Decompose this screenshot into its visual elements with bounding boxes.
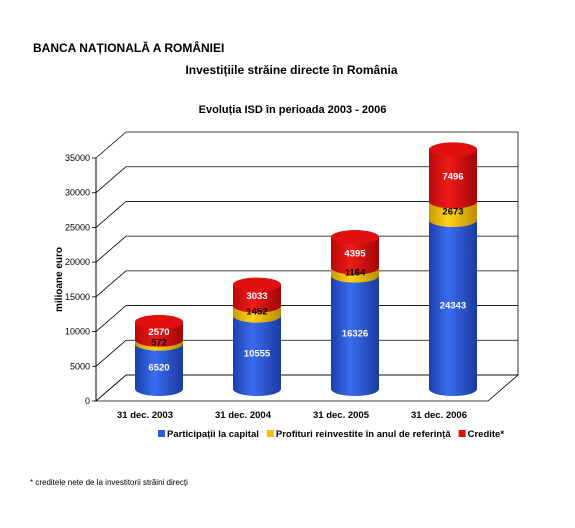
bar-segment xyxy=(429,201,477,227)
grid-depth-line xyxy=(95,131,127,159)
grid-depth-line xyxy=(95,166,127,194)
y-tick-label: 10000 xyxy=(65,327,90,337)
y-tick-label: 0 xyxy=(85,396,90,406)
grid-depth-line xyxy=(95,235,127,263)
bar-segment xyxy=(331,275,379,396)
y-tick-label: 20000 xyxy=(65,257,90,267)
legend-label: Participații la capital xyxy=(167,429,259,440)
legend-swatch xyxy=(458,430,466,437)
bar-cap xyxy=(233,277,281,292)
bar-body xyxy=(233,315,281,396)
x-tick-label: 31 dec. 2005 xyxy=(313,410,370,421)
data-label: 4395 xyxy=(344,248,366,259)
bank-name: BANCA NAȚIONALĂ A ROMÂNIEI xyxy=(33,41,225,55)
legend: Participații la capital Profituri reinves… xyxy=(158,429,504,440)
legend-label: Credite* xyxy=(468,429,505,440)
data-label: 10555 xyxy=(244,348,271,359)
bar-body xyxy=(135,343,183,396)
bar-segment xyxy=(429,142,477,209)
x-tick-label: 31 dec. 2004 xyxy=(215,410,272,421)
grid-depth-line xyxy=(95,270,127,298)
bar-body xyxy=(429,201,477,227)
data-label: 7496 xyxy=(442,171,463,182)
bar-cap xyxy=(331,230,379,245)
bar-body xyxy=(331,237,379,275)
y-tick-label: 35000 xyxy=(65,153,90,163)
data-label: 1164 xyxy=(345,268,366,279)
x-tick-label: 31 dec. 2006 xyxy=(411,410,467,421)
legend-swatch xyxy=(266,430,274,437)
legend-swatch xyxy=(158,430,165,437)
report-title: Investițiile străine directe în România xyxy=(185,63,398,77)
bar-body xyxy=(135,321,183,347)
grid-depth-line xyxy=(95,305,127,332)
data-label: 16326 xyxy=(342,328,368,339)
y-axis-label: milioane euro xyxy=(54,247,65,312)
bar-body xyxy=(233,284,281,313)
grid-depth-line xyxy=(95,339,127,367)
data-label: 2673 xyxy=(442,207,463,218)
bar-segment xyxy=(331,230,379,275)
bar-segment xyxy=(135,314,183,347)
chart-title: Evoluția ISD în perioada 2003 - 2006 xyxy=(198,104,387,116)
bar-segment xyxy=(233,315,281,396)
data-label: 3033 xyxy=(246,291,267,302)
grid-depth-line xyxy=(95,201,127,228)
y-tick-label: 30000 xyxy=(65,188,90,198)
data-label: 2570 xyxy=(148,327,169,338)
x-tick-label: 31 dec. 2003 xyxy=(117,410,173,421)
bar-body xyxy=(429,219,477,396)
data-label: 6520 xyxy=(148,362,169,373)
bar-segment xyxy=(429,219,477,396)
legend-label: Profituri reinvestite în anul de referin… xyxy=(276,429,451,440)
bar-segment xyxy=(135,343,183,396)
y-tick-label: 25000 xyxy=(65,222,90,232)
bar-segment xyxy=(233,277,281,313)
footnote: * creditele nete de la investitorii stră… xyxy=(30,478,188,487)
y-tick-label: 15000 xyxy=(65,292,90,302)
data-label: 1452 xyxy=(246,307,267,318)
bar-cap xyxy=(135,314,183,329)
data-label: 572 xyxy=(151,338,167,349)
y-tick-label: 5000 xyxy=(70,361,90,371)
bars xyxy=(135,142,477,396)
bar-body xyxy=(331,275,379,396)
bar-body xyxy=(429,149,477,209)
bar-cap xyxy=(429,142,477,157)
data-label: 24343 xyxy=(440,300,466,311)
